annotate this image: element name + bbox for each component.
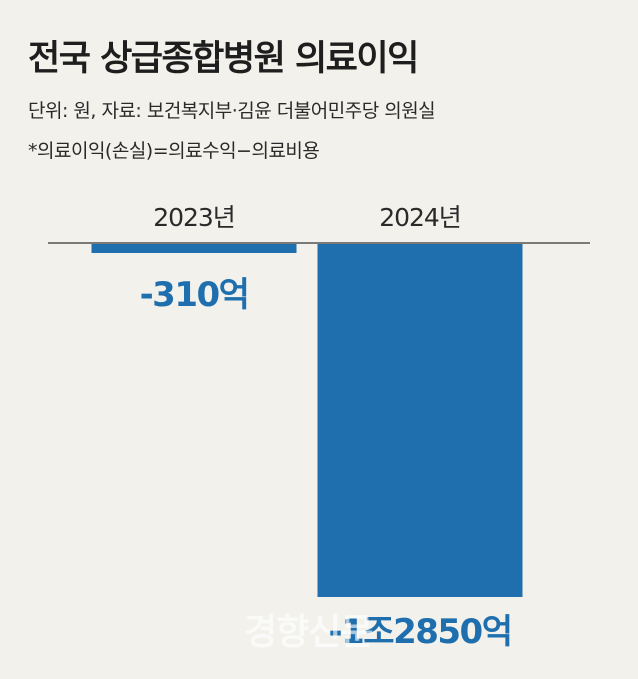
- value-label: -310억: [140, 275, 249, 315]
- page-title: 전국 상급종합병원 의료이익: [28, 39, 419, 79]
- source-line: 단위: 원, 자료: 보건복지부·김윤 더불어민주당 의원실: [28, 100, 436, 122]
- bar-2: [317, 244, 523, 597]
- category-label: 2024년: [379, 203, 461, 232]
- watermark-logo: 경향신문: [244, 612, 373, 653]
- formula-note: *의료이익(손실)=의료수익−의료비용: [28, 140, 320, 162]
- bar-1: [91, 244, 297, 253]
- category-label: 2023년: [153, 203, 235, 232]
- value-label: -1조2850억: [329, 612, 512, 652]
